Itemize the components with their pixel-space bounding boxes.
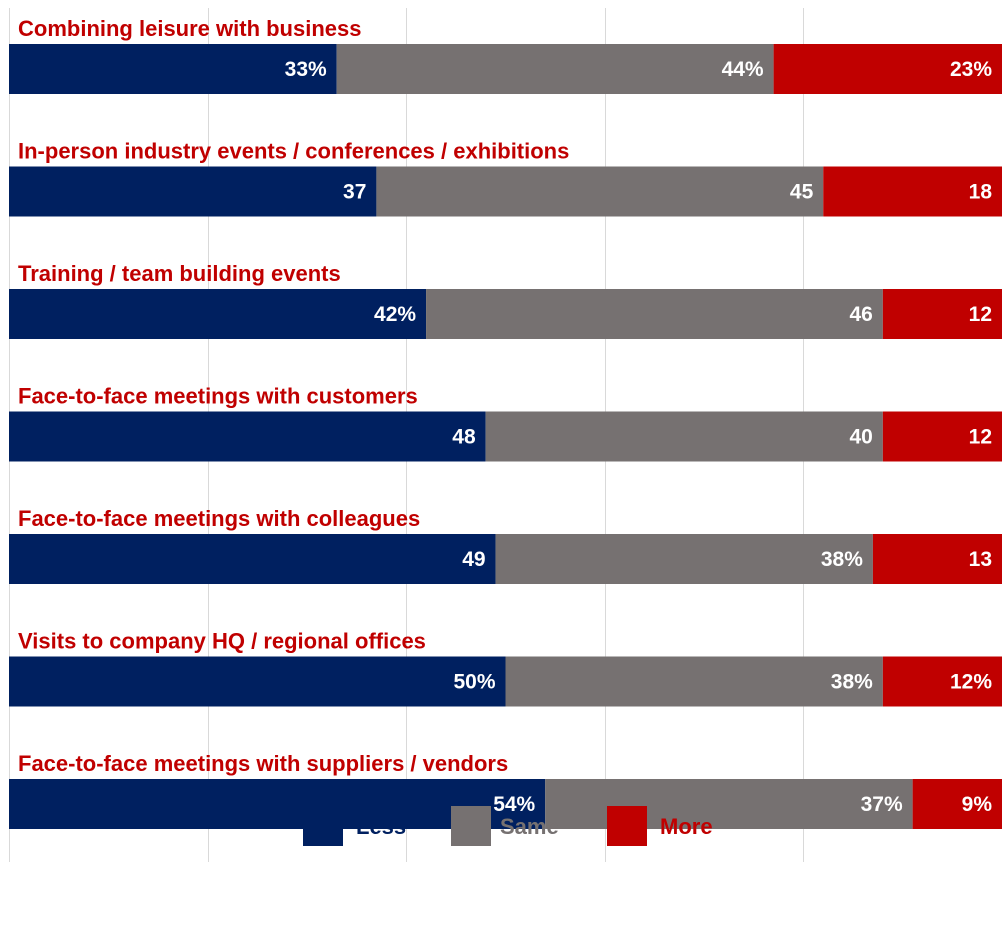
bar-row: Combining leisure with business 33% 44% 23% (9, 16, 1002, 94)
data-label-more: 12% (950, 671, 992, 694)
bar-segment-same (485, 411, 883, 462)
bar-row: Face-to-face meetings with customers 48 40… (9, 384, 1002, 462)
data-label-more: 9% (962, 793, 993, 816)
legend: Less Same More (303, 806, 713, 846)
data-label-same: 46 (849, 303, 872, 326)
data-label-same: 37% (861, 793, 903, 816)
data-label-less: 54% (493, 793, 535, 816)
data-label-less: 48 (452, 426, 476, 449)
legend-label: Less (356, 814, 406, 839)
bar-segment-less (9, 44, 337, 94)
bar-segment-more (872, 534, 1002, 584)
legend-item-same: Same (451, 806, 559, 846)
data-label-less: 33% (285, 58, 327, 81)
bar-segment-same (545, 779, 913, 829)
data-label-same: 45 (790, 181, 814, 204)
bar-segment-less (9, 656, 506, 707)
bar-segment-same (495, 534, 873, 584)
bar-segment-less (9, 411, 486, 462)
data-label-same: 38% (821, 548, 863, 571)
bar-segment-less (9, 534, 496, 584)
data-label-more: 18 (969, 181, 993, 204)
bar-row: In-person industry events / conferences … (9, 139, 1002, 217)
bar-segment-same (505, 656, 883, 707)
legend-swatch (303, 806, 343, 846)
legend-item-more: More (607, 806, 713, 846)
data-label-less: 50% (453, 671, 495, 694)
data-label-more: 12 (969, 426, 992, 449)
bar-row: Face-to-face meetings with suppliers / v… (9, 751, 1002, 829)
data-label-more: 13 (969, 548, 992, 571)
data-label-same: 44% (722, 58, 764, 81)
data-label-less: 49 (462, 548, 485, 571)
bar-row: Face-to-face meetings with colleagues 49 3… (9, 506, 1002, 584)
data-label-same: 38% (831, 671, 873, 694)
bar-row: Training / team building events 42% 46 12 (9, 261, 1002, 339)
category-label: Face-to-face meetings with suppliers / v… (18, 751, 508, 776)
category-label: In-person industry events / conferences … (18, 139, 569, 164)
bar-segment-less (9, 289, 427, 339)
bar-segment-more (882, 411, 1002, 462)
category-label: Training / team building events (18, 261, 341, 286)
category-label: Visits to company HQ / regional offices (18, 629, 426, 654)
bar-segment-same (426, 289, 883, 339)
bar-segment-more (773, 44, 1002, 94)
bar-row: Visits to company HQ / regional offices 5… (9, 629, 1002, 707)
data-label-same: 40 (849, 426, 872, 449)
bar-segment-same (336, 44, 774, 94)
data-label-less: 42% (374, 303, 416, 326)
category-label: Combining leisure with business (18, 16, 362, 41)
data-label-more: 23% (950, 58, 992, 81)
bar-segment-more (882, 289, 1002, 339)
data-label-more: 12 (969, 303, 992, 326)
legend-item-less: Less (303, 806, 406, 846)
bar-segment-more (823, 166, 1002, 217)
legend-label: More (660, 814, 713, 839)
category-label: Face-to-face meetings with colleagues (18, 506, 420, 531)
legend-label: Same (500, 814, 559, 839)
bar-segment-more (882, 656, 1002, 707)
data-label-less: 37 (343, 181, 366, 204)
legend-swatch (607, 806, 647, 846)
bar-segment-less (9, 166, 377, 217)
bar-segment-more (912, 779, 1002, 829)
category-label: Face-to-face meetings with customers (18, 384, 418, 409)
legend-swatch (451, 806, 491, 846)
bars-layer: Combining leisure with business 33% 44% 23%… (9, 16, 1002, 829)
bar-segment-same (376, 166, 824, 217)
